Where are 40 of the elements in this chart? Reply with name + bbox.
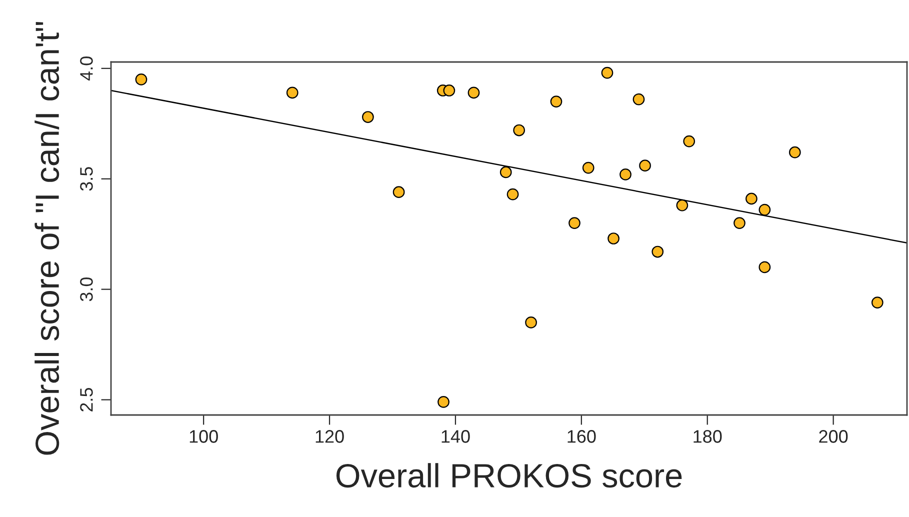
point xyxy=(468,86,480,99)
point xyxy=(676,199,688,212)
point xyxy=(568,217,580,229)
point xyxy=(788,146,801,158)
x-tick-label: 140 xyxy=(442,430,470,443)
point xyxy=(286,86,298,99)
y-tick-label: 3.5 xyxy=(80,167,93,191)
point xyxy=(608,232,620,244)
point xyxy=(632,93,645,106)
point xyxy=(582,162,594,174)
point xyxy=(506,188,519,200)
point xyxy=(758,261,771,274)
x-tick-label: 120 xyxy=(316,430,344,443)
y-tick-label: 4.0 xyxy=(80,56,93,81)
point xyxy=(438,396,450,408)
point xyxy=(734,217,746,229)
point xyxy=(135,74,148,86)
point xyxy=(620,168,632,180)
y-tick-label: 3.0 xyxy=(80,277,93,302)
x-axis-title: Overall PROKOS score xyxy=(336,463,682,488)
point xyxy=(525,316,537,328)
point xyxy=(500,166,512,178)
y-axis-title: Overall score of "I can/I can't" xyxy=(34,22,60,455)
point xyxy=(683,135,696,148)
point xyxy=(746,192,758,205)
point xyxy=(652,246,664,258)
x-tick-label: 200 xyxy=(819,430,848,443)
point xyxy=(758,204,771,216)
point xyxy=(639,160,651,172)
point xyxy=(871,296,884,308)
point xyxy=(362,111,374,123)
y-tick-label: 2.5 xyxy=(80,388,93,412)
point xyxy=(392,186,405,198)
x-tick-label: 100 xyxy=(190,430,218,443)
x-tick-label: 180 xyxy=(694,430,722,443)
point xyxy=(513,124,526,136)
point xyxy=(601,66,614,79)
x-tick-label: 160 xyxy=(568,430,596,443)
point xyxy=(443,84,456,96)
point xyxy=(550,96,562,108)
